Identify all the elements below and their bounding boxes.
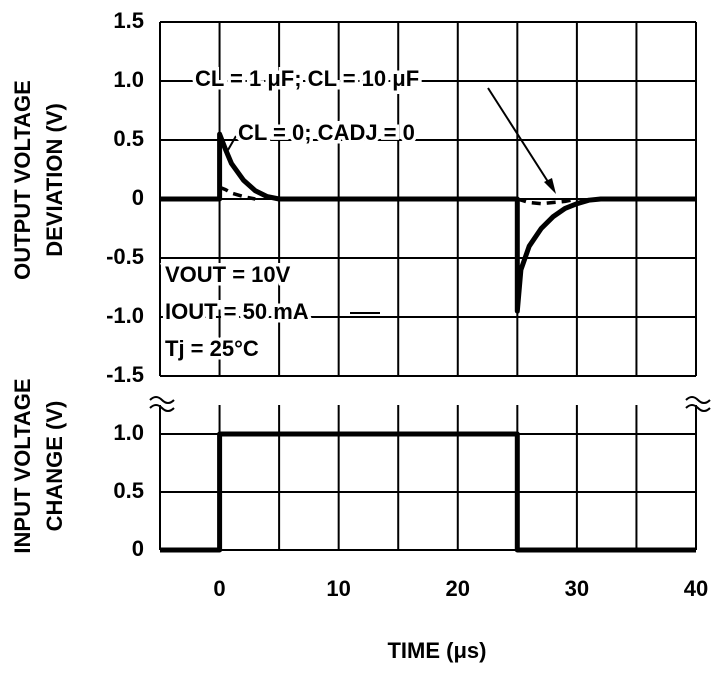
- arrow-head: [544, 178, 556, 194]
- y-axis-label: DEVIATION (V): [42, 103, 67, 257]
- labels: -1.5 -1.0 -0.5 0 0.5 1.0 1.5 OUTPUT VOLTAGE DEVI…: [10, 8, 708, 663]
- y-tick-label: -0.5: [106, 244, 144, 269]
- annotation: Tj = 25°C: [165, 336, 259, 361]
- leader-line: [227, 135, 237, 151]
- x-tick-label: 20: [446, 576, 470, 601]
- axis-break: [149, 396, 175, 412]
- y-axis-label: INPUT VOLTAGE: [10, 378, 35, 553]
- y-tick-label: -1.5: [106, 362, 144, 387]
- legend-label: CL = 1 μF; CL = 10 μF: [195, 66, 419, 91]
- y-axis-label: OUTPUT VOLTAGE: [10, 80, 35, 280]
- y-tick-label: 1.5: [113, 8, 144, 33]
- y-tick-label: 0.5: [113, 478, 144, 503]
- y-tick-label: -1.0: [106, 303, 144, 328]
- annotation: IOUT = 50 mA: [165, 299, 309, 324]
- y-tick-label: 1.0: [113, 420, 144, 445]
- x-tick-label: 30: [565, 576, 589, 601]
- y-axis-label: CHANGE (V): [42, 401, 67, 532]
- x-tick-label: 0: [213, 576, 225, 601]
- series-line: [160, 131, 696, 314]
- y-tick-label: 0.5: [113, 126, 144, 151]
- y-tick-label: 1.0: [113, 67, 144, 92]
- series-line: [218, 185, 256, 201]
- annotation: VOUT = 10V: [165, 262, 291, 287]
- axis-break: [685, 396, 711, 412]
- series-line: [516, 197, 578, 206]
- y-tick-label: 0: [132, 536, 144, 561]
- x-tick-label: 40: [684, 576, 708, 601]
- marks: [160, 131, 696, 553]
- leader-line: [487, 87, 553, 189]
- y-tick-label: 0: [132, 185, 144, 210]
- series-line: [160, 431, 696, 553]
- x-axis-label: TIME (μs): [387, 638, 486, 663]
- legend-label: CL = 0; CADJ = 0: [238, 120, 415, 145]
- x-tick-label: 10: [326, 576, 350, 601]
